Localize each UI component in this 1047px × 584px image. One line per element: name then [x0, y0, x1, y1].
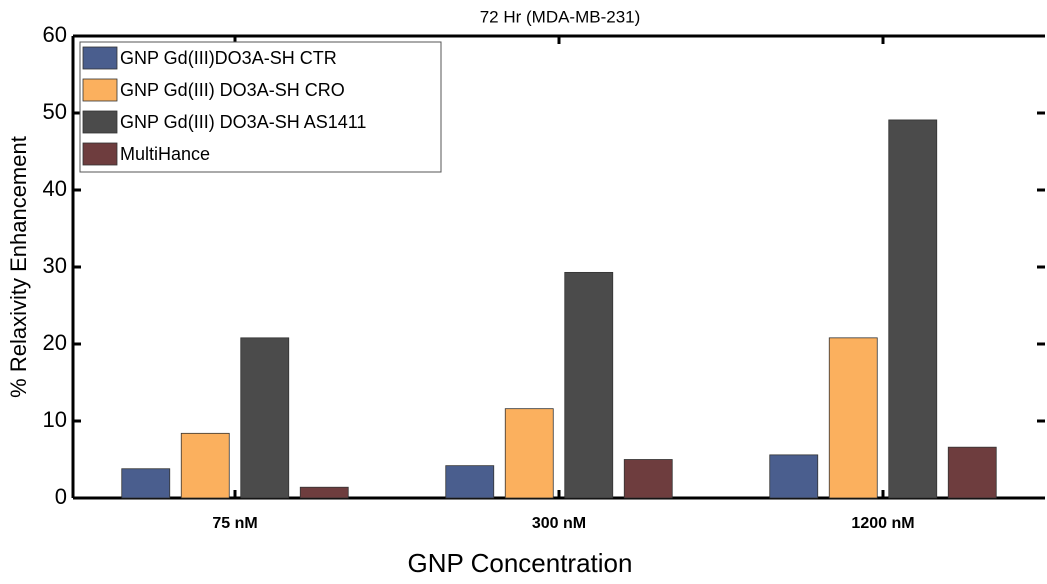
legend-swatch — [82, 78, 118, 102]
legend-swatch — [82, 142, 118, 166]
y-tick-label: 60 — [43, 22, 67, 47]
x-tick-label: 75 nM — [212, 515, 257, 532]
x-axis-label: GNP Concentration — [408, 548, 633, 578]
legend-label: GNP Gd(III) DO3A-SH AS1411 — [120, 112, 366, 132]
legend-swatch — [82, 110, 118, 134]
x-tick-label: 300 nM — [532, 515, 586, 532]
y-tick-label: 50 — [43, 99, 67, 124]
legend-label: GNP Gd(III) DO3A-SH CRO — [120, 80, 345, 100]
x-tick-label: 1200 nM — [851, 515, 914, 532]
y-tick-label: 20 — [43, 330, 67, 355]
bar — [445, 465, 495, 499]
bar — [769, 454, 819, 499]
bar — [623, 459, 673, 499]
legend-swatch — [82, 46, 118, 70]
bar — [828, 337, 878, 499]
bar — [504, 408, 554, 499]
y-tick-label: 10 — [43, 407, 67, 432]
legend-label: GNP Gd(III)DO3A-SH CTR — [120, 48, 337, 68]
bar — [180, 432, 230, 499]
y-tick-label: 0 — [55, 484, 67, 509]
legend-box — [79, 41, 442, 173]
bar — [299, 486, 349, 499]
y-axis-label: % Relaxivity Enhancement — [6, 136, 31, 398]
bar — [121, 468, 171, 499]
y-tick-label: 40 — [43, 176, 67, 201]
legend-label: MultiHance — [120, 144, 210, 164]
bar — [564, 271, 614, 499]
y-tick-label: 30 — [43, 253, 67, 278]
bar — [947, 446, 997, 499]
bar — [888, 119, 938, 499]
bar — [240, 337, 290, 499]
chart-title: 72 Hr (MDA-MB-231) — [480, 7, 641, 26]
